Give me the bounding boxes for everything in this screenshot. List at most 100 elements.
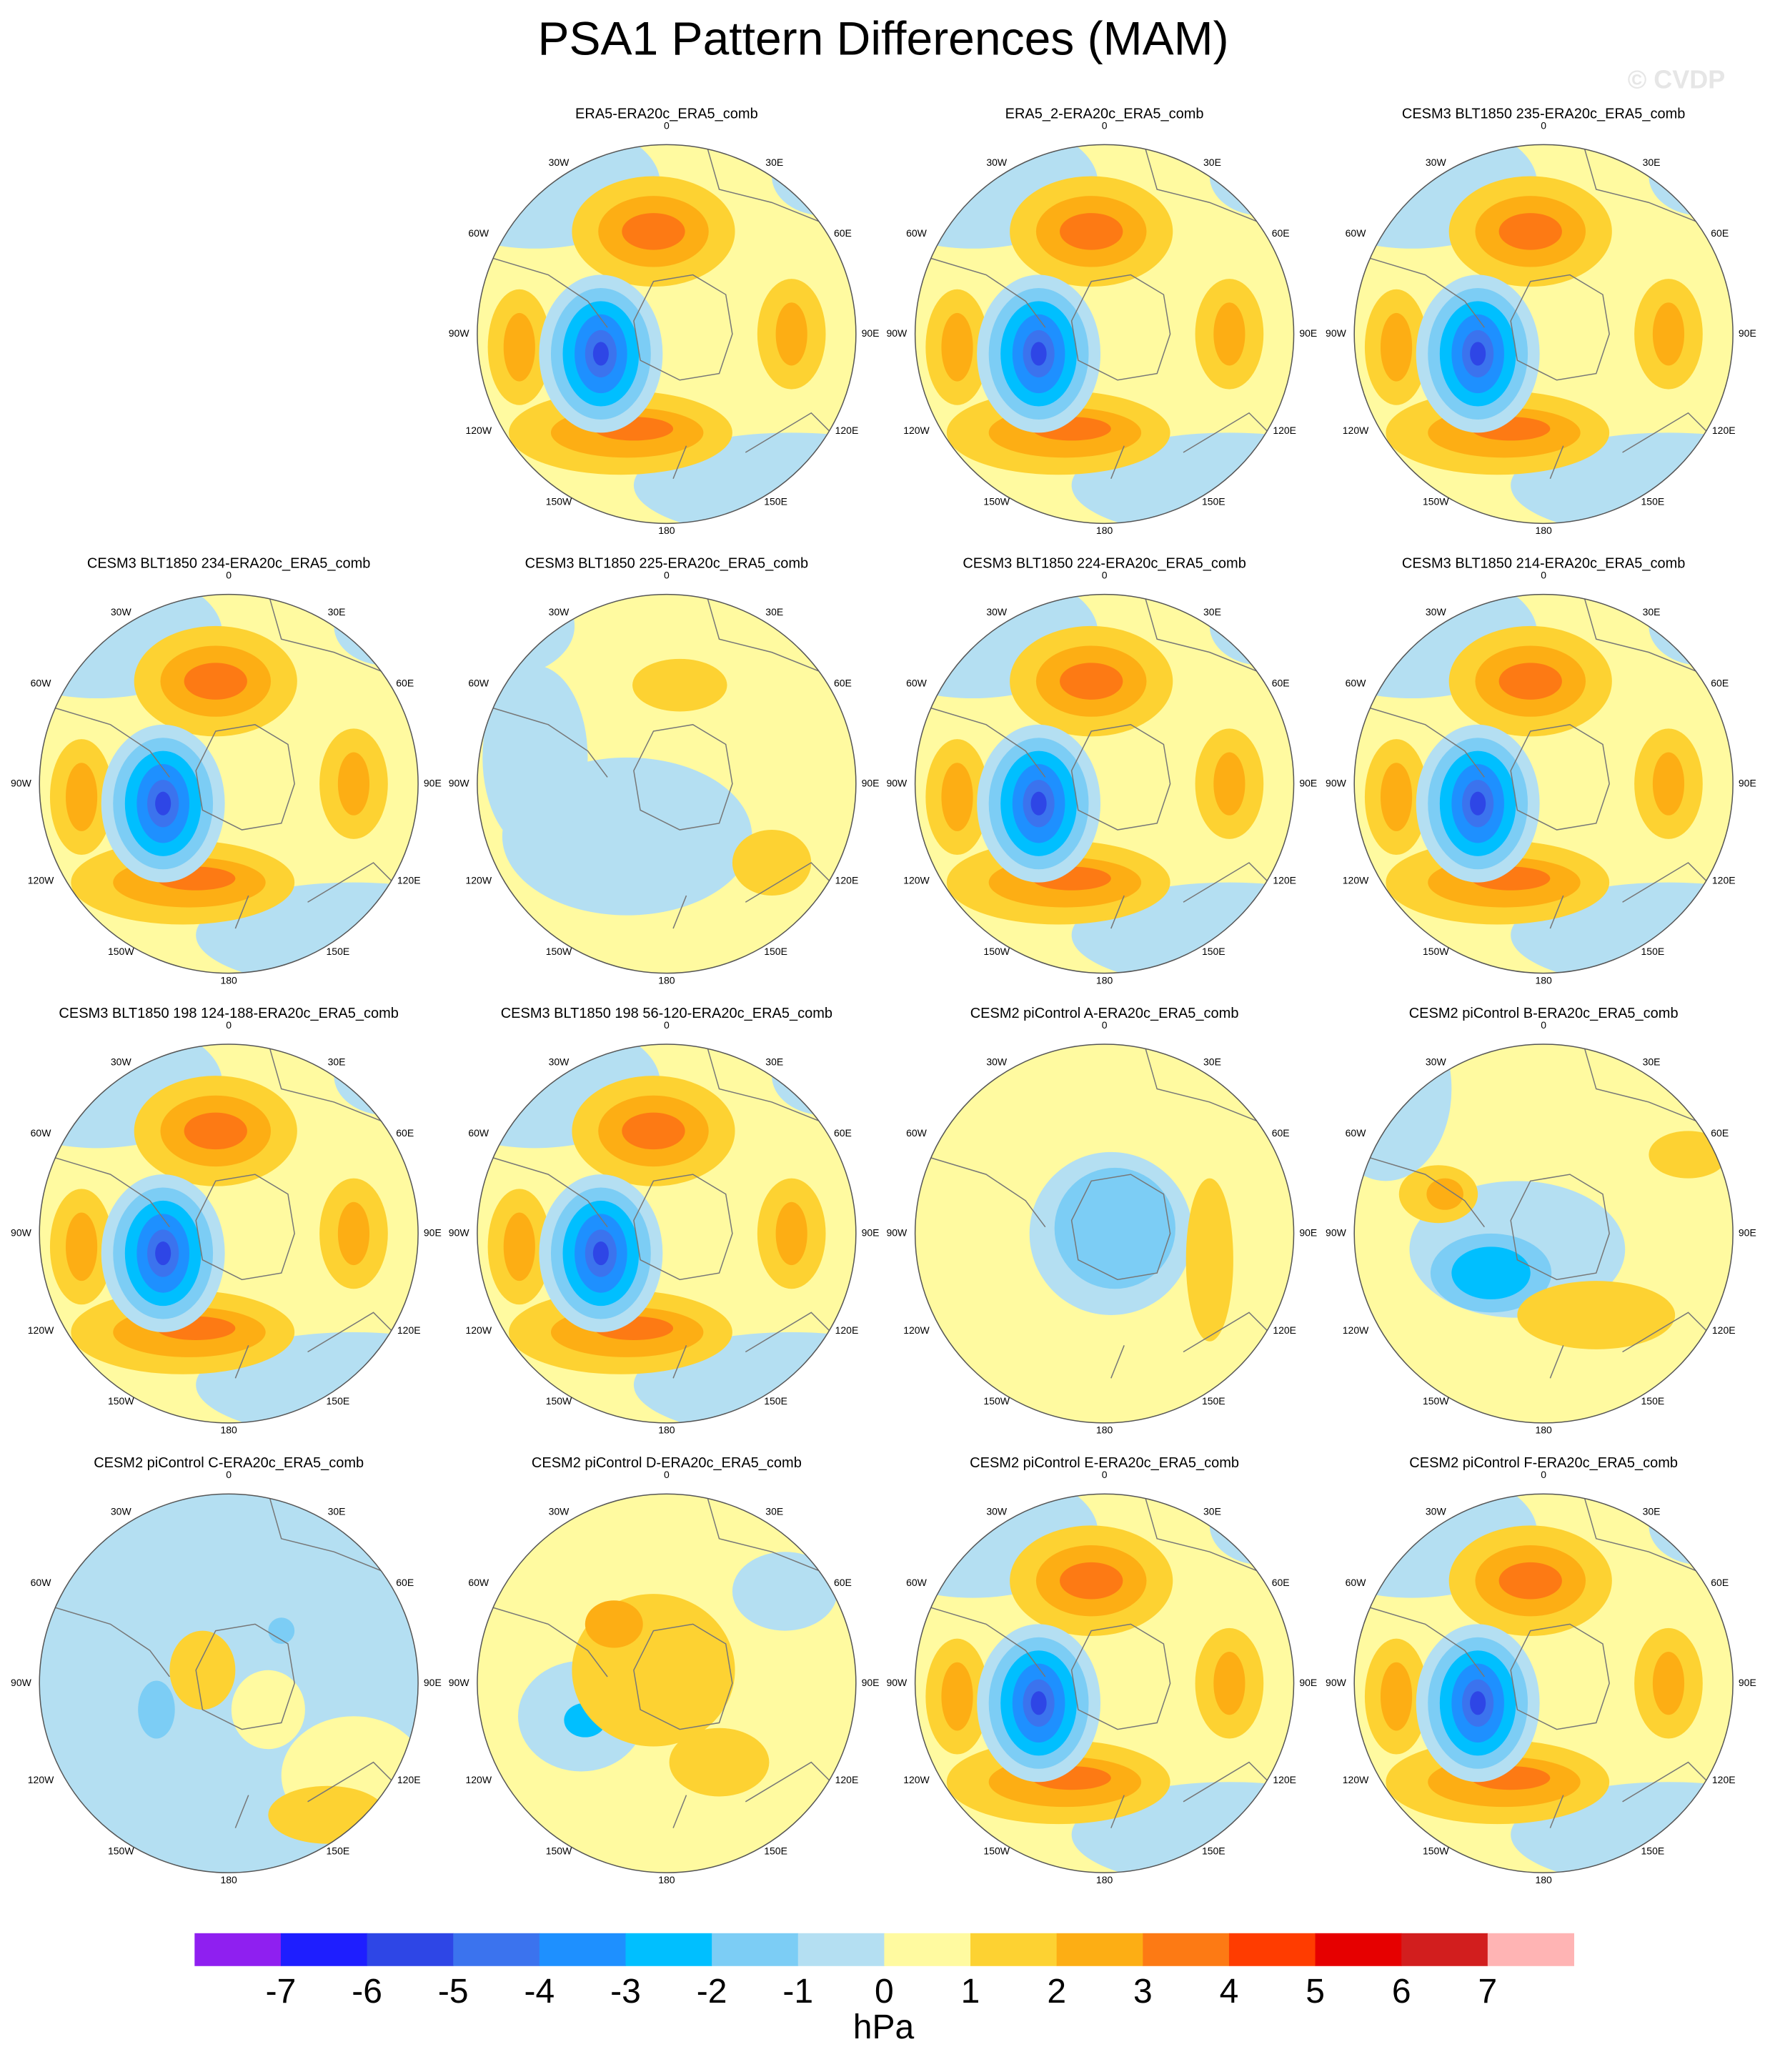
- contour-region: [184, 663, 247, 700]
- contour-region: [622, 1112, 685, 1150]
- longitude-label: 120E: [1273, 1324, 1296, 1336]
- coastline: [44, 1044, 401, 1392]
- longitude-label: 150E: [764, 496, 787, 507]
- longitude-label: 180: [1535, 974, 1552, 986]
- contour-region: [1381, 1662, 1413, 1731]
- contour-region: [337, 752, 370, 816]
- longitude-label: 0: [664, 1019, 670, 1031]
- longitude-label: 90E: [1739, 1227, 1756, 1239]
- panel-title: CESM3 BLT1850 235-ERA20c_ERA5_comb: [1402, 106, 1686, 122]
- longitude-label: 90W: [1326, 777, 1347, 788]
- longitude-label: 90E: [1299, 777, 1317, 788]
- contour-region: [503, 312, 535, 382]
- longitude-label: 0: [664, 119, 670, 131]
- contour-region: [268, 1785, 387, 1844]
- longitude-label: 180: [658, 974, 675, 986]
- longitude-label: 120W: [1343, 1324, 1369, 1336]
- contour-region: [775, 1201, 807, 1266]
- map-border: [914, 144, 1295, 525]
- longitude-label: 30W: [549, 157, 570, 168]
- longitude-label: 180: [220, 974, 237, 986]
- longitude-label: 90W: [1326, 1227, 1347, 1239]
- contour-region: [1213, 1652, 1246, 1715]
- contour-region: [1426, 1178, 1463, 1210]
- longitude-label: 60E: [1711, 1127, 1729, 1139]
- longitude-label: 0: [1541, 1469, 1546, 1480]
- contour-region: [732, 830, 812, 896]
- colorbar-label: -7: [266, 1973, 297, 2011]
- longitude-label: 60E: [1272, 1577, 1290, 1588]
- longitude-label: 30E: [1643, 157, 1661, 168]
- map-field: [1354, 1044, 1734, 1423]
- contour-region: [184, 1112, 247, 1150]
- contour-region: [1470, 342, 1486, 366]
- contour-region: [585, 1600, 643, 1648]
- longitude-label: 60E: [396, 1127, 414, 1139]
- contour-region: [1213, 752, 1246, 816]
- contour-region: [1470, 791, 1486, 816]
- map-field: [477, 1494, 856, 1873]
- contour-region: [1649, 594, 1734, 666]
- longitude-label: 60W: [468, 678, 489, 689]
- longitude-label: 60E: [1711, 227, 1729, 239]
- longitude-label: 30E: [1203, 606, 1221, 618]
- longitude-label: 60E: [396, 678, 414, 689]
- coastline: [1070, 1174, 1171, 1281]
- map-border: [477, 1044, 857, 1424]
- longitude-label: 150E: [1202, 1845, 1225, 1856]
- coastline: [1510, 274, 1610, 381]
- longitude-label: 120E: [1712, 875, 1736, 886]
- longitude-label: 30E: [1643, 1056, 1661, 1067]
- contour-region: [941, 763, 973, 831]
- longitude-label: 30E: [328, 1056, 346, 1067]
- longitude-label: 60W: [1346, 1577, 1367, 1588]
- longitude-label: 60W: [1346, 227, 1367, 239]
- coastline: [195, 1623, 295, 1730]
- coastline: [633, 1623, 733, 1730]
- longitude-label: 0: [226, 1019, 232, 1031]
- longitude-label: 150E: [1641, 496, 1665, 507]
- coastline: [482, 144, 839, 492]
- map-border: [477, 144, 857, 525]
- longitude-label: 120E: [1712, 425, 1736, 436]
- longitude-label: 30E: [1203, 157, 1221, 168]
- longitude-label: 60E: [1272, 227, 1290, 239]
- longitude-label: 180: [220, 1874, 237, 1885]
- longitude-label: 120W: [465, 1774, 492, 1785]
- longitude-label: 60E: [834, 1127, 852, 1139]
- panel-title: CESM3 BLT1850 234-ERA20c_ERA5_comb: [87, 556, 371, 572]
- contour-region: [1060, 663, 1123, 700]
- coastline: [1359, 144, 1716, 492]
- colorbar-label: -6: [352, 1973, 382, 2011]
- coastline: [195, 1174, 295, 1281]
- contour-region: [1498, 1562, 1562, 1600]
- longitude-label: 90E: [1299, 1227, 1317, 1239]
- contour-region: [477, 594, 575, 679]
- panel-title: CESM3 BLT1850 214-ERA20c_ERA5_comb: [1402, 556, 1686, 572]
- colorbar-label: 5: [1306, 1973, 1325, 2011]
- longitude-label: 120E: [835, 875, 859, 886]
- longitude-label: 150W: [546, 1845, 572, 1856]
- longitude-label: 90W: [886, 327, 908, 339]
- longitude-label: 90E: [424, 777, 442, 788]
- map-border: [39, 593, 419, 974]
- longitude-label: 180: [1096, 1424, 1113, 1436]
- longitude-label: 60E: [834, 227, 852, 239]
- longitude-label: 120W: [1343, 875, 1369, 886]
- longitude-label: 150W: [983, 496, 1010, 507]
- longitude-label: 60W: [31, 678, 52, 689]
- contour-region: [1209, 1494, 1294, 1565]
- colorbar-label: 7: [1478, 1973, 1497, 2011]
- contour-region: [775, 302, 807, 366]
- longitude-label: 120E: [1712, 1774, 1736, 1785]
- map-border: [1353, 144, 1734, 525]
- colorbar-label: -5: [438, 1973, 469, 2011]
- colorbar-box: [970, 1933, 1058, 1966]
- map-border: [914, 1493, 1295, 1873]
- longitude-label: 90E: [1739, 327, 1756, 339]
- longitude-label: 30E: [1203, 1506, 1221, 1517]
- contour-region: [669, 1728, 770, 1797]
- coastline: [482, 594, 839, 942]
- map-panel: CESM3 BLT1850 198 56-120-ERA20c_ERA5_com…: [449, 1006, 880, 1436]
